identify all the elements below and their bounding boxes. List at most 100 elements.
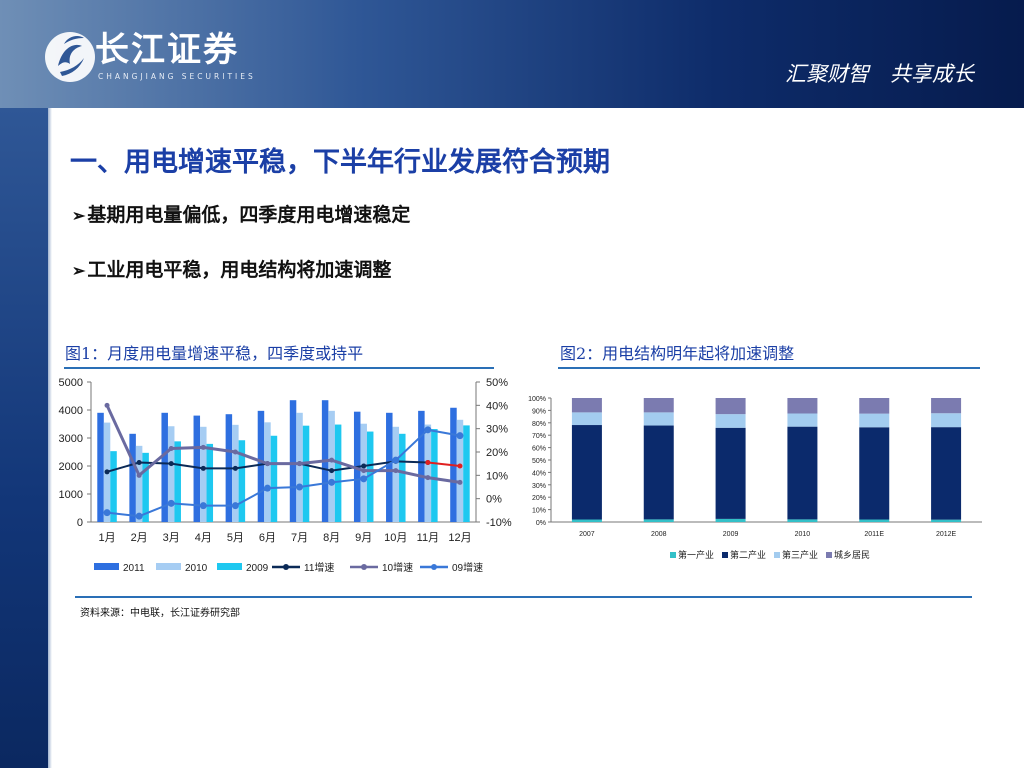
chart2-bar-城乡居民 — [787, 398, 818, 414]
left-decorative-bar — [0, 108, 48, 768]
chart1-left-tick-label: 4000 — [59, 405, 83, 417]
logo-subtitle: CHANGJIANG SECURITIES — [98, 72, 256, 81]
chart1-x-tick-label: 4月 — [195, 532, 212, 544]
chart2-bar-第一产业 — [787, 519, 818, 522]
chart2-bar-城乡居民 — [859, 398, 890, 414]
chart2-legend-label: 第一产业 — [678, 549, 714, 560]
chart1-left-tick-label: 3000 — [59, 433, 83, 445]
chart2-bar-第三产业 — [643, 412, 674, 426]
chart1-x-tick-label: 6月 — [259, 532, 276, 544]
chart1-point-10增速 — [457, 479, 463, 485]
chart2-y-tick-label: 30% — [532, 483, 546, 490]
chart1-monthly-power: 0 1000 2000 3000 4000 5000 -10% 0% 10% 20% 30% 40% 5… — [59, 377, 512, 574]
chart1-bar-2009 — [366, 431, 374, 522]
chart2-title-underline — [558, 367, 980, 369]
chart1-bar-2010 — [296, 412, 303, 522]
chart1-bar-2011 — [129, 433, 136, 522]
chart1-legend-marker — [431, 564, 437, 570]
chart1-point-10增速 — [361, 468, 367, 474]
chart1-point-09增速 — [135, 512, 143, 520]
chart1-right-tick-label: -10% — [486, 517, 512, 529]
chart1-left-tick-label: 2000 — [59, 461, 83, 473]
chart2-bar-第一产业 — [715, 518, 746, 522]
chart1-line-09增速 — [106, 428, 461, 518]
left-bar-shadow — [48, 108, 52, 768]
chart2-x-tick-label: 2009 — [723, 531, 739, 538]
chart2-bar-第三产业 — [859, 413, 890, 428]
chart1-x-tick-label: 2月 — [131, 532, 148, 544]
bullet-1-text: 基期用电量偏低，四季度用电增速稳定 — [87, 204, 411, 226]
chart2-y-tick-label: 20% — [532, 495, 546, 502]
chart1-legend-label: 09增速 — [452, 561, 483, 574]
chart1-bar-2009 — [174, 441, 181, 522]
chart2-y-tick-label: 40% — [532, 470, 546, 477]
chart1-bar-2009 — [238, 440, 246, 522]
chart1-bar-2011 — [386, 412, 393, 522]
chart1-point-09增速 — [328, 478, 336, 486]
chart2-legend-swatch — [722, 552, 728, 558]
chart1-point-09增速 — [263, 484, 271, 492]
chart1-bar-2011 — [161, 412, 168, 522]
chart1-bar-2009 — [334, 424, 342, 522]
chart1-title: 图1：月度用电量增速平稳，四季度或持平 — [65, 344, 364, 363]
chart2-bar-城乡居民 — [643, 398, 674, 413]
chart1-bar-2010 — [167, 426, 175, 522]
chart1-legend-label: 11增速 — [304, 561, 334, 574]
chart1-legend-label: 10增速 — [382, 561, 413, 574]
chart1-left-tick-label: 1000 — [59, 489, 83, 501]
chart1-bar-2010 — [456, 419, 464, 522]
chart1-point-11增速 — [361, 463, 367, 469]
chart2-bar-第二产业 — [571, 425, 602, 520]
chart1-legend-label: 2010 — [185, 563, 208, 574]
bullet-2: ➢ 工业用电平稳，用电结构将加速调整 — [72, 255, 391, 282]
chart1-right-tick-label: 30% — [486, 424, 508, 436]
chart1-point-10增速 — [264, 461, 270, 467]
chart1-point-09增速 — [392, 456, 400, 464]
chart1-point-10增速 — [232, 449, 238, 455]
chart1-x-tick-label: 8月 — [323, 532, 340, 544]
chart1-bar-2009 — [302, 425, 310, 522]
changjiang-logo-icon — [45, 32, 95, 82]
chart1-x-tick-label: 3月 — [163, 532, 180, 544]
chart1-x-tick-label: 1月 — [98, 532, 115, 544]
chart1-legend-swatch — [94, 563, 119, 570]
chart1-x-tick-label: 7月 — [291, 532, 308, 544]
chart1-point-09增速 — [103, 509, 111, 517]
chart1-bar-2010 — [264, 422, 271, 522]
chart1-point-09增速 — [360, 475, 368, 483]
chart1-point-11增速 — [136, 460, 142, 465]
chart2-x-tick-label: 2008 — [651, 531, 667, 538]
chart2-bar-第二产业 — [859, 427, 890, 520]
chart1-bar-2011 — [97, 412, 104, 522]
chart2-bar-第一产业 — [859, 519, 890, 522]
chart1-x-tick-label: 5月 — [227, 532, 244, 544]
chart2-y-tick-label: 80% — [532, 421, 546, 428]
chart1-right-tick-label: 0% — [486, 494, 502, 506]
chart2-y-tick-label: 10% — [532, 508, 546, 515]
chart1-point-10增速 — [200, 444, 206, 450]
arrow-bullet-icon: ➢ — [72, 206, 86, 225]
chart1-legend-marker — [361, 564, 367, 570]
chart2-bar-第二产业 — [787, 426, 818, 520]
chart1-legend-swatch — [217, 563, 242, 570]
chart2-bar-城乡居民 — [715, 398, 746, 415]
chart1-bar-2009 — [110, 451, 117, 522]
chart1-bar-2010 — [200, 426, 207, 522]
chart1-bar-2009 — [206, 443, 214, 522]
chart1-bar-2009 — [270, 435, 278, 522]
chart1-legend-label: 2011 — [123, 563, 145, 574]
chart1-point-11增速 — [104, 469, 110, 475]
chart1-point-10增速 — [329, 457, 335, 463]
chart1-x-tick-label: 12月 — [448, 532, 471, 544]
chart1-point-09增速 — [296, 483, 304, 491]
chart2-y-tick-label: 50% — [532, 458, 546, 465]
chart2-legend-label: 城乡居民 — [834, 550, 870, 560]
chart2-x-tick-label: 2010 — [795, 531, 811, 538]
chart2-y-tick-label: 60% — [532, 446, 546, 453]
chart1-point-09增速 — [231, 502, 239, 510]
chart2-bar-第二产业 — [715, 427, 746, 519]
chart2-bar-第三产业 — [787, 413, 818, 427]
header-banner: 长江证券 CHANGJIANG SECURITIES 汇聚财智 共享成长 — [0, 0, 1024, 108]
chart1-left-tick-label: 0 — [77, 517, 83, 529]
logo-name: 长江证券 — [95, 30, 239, 70]
